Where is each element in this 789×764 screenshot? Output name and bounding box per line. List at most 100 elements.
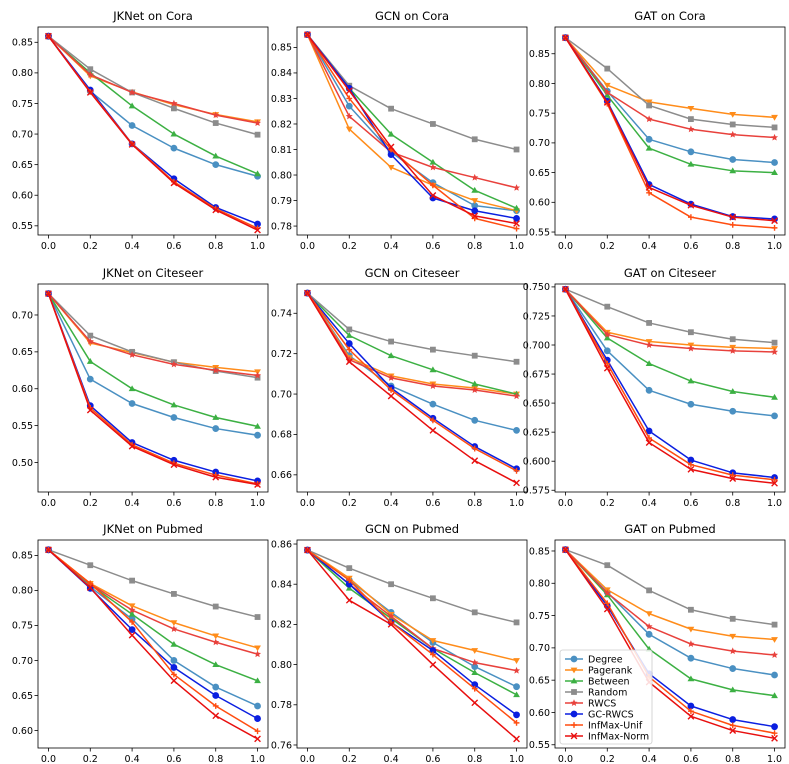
data-point-degree [128, 400, 136, 407]
data-point-infmax-norm [304, 31, 311, 39]
data-point-infmax-norm [170, 677, 178, 685]
subplot-jknet-on-pubmed: JKNet on Pubmed 0.0 0.2 0.4 0.6 0.8 1.0 0.60 0.6… [12, 522, 269, 764]
series-line-degree [306, 34, 517, 212]
data-point-degree [729, 407, 737, 415]
x-tick-label: 0.4 [125, 498, 140, 509]
data-point-between [254, 170, 261, 177]
y-tick-label: 0.80 [529, 79, 550, 90]
series-gc-rwcs [304, 31, 520, 222]
data-point-rwcs [771, 133, 779, 141]
chart-title: JKNet on Cora [112, 9, 193, 23]
data-point-pagerank [345, 126, 353, 133]
x-tick-label: 0.0 [41, 241, 56, 252]
y-tick-label: 0.75 [12, 621, 33, 632]
data-point-between [729, 686, 737, 693]
data-point-infmax-norm [771, 217, 778, 225]
data-point-rwcs [86, 71, 94, 78]
legend-label: Between [588, 676, 630, 687]
data-point-rwcs [645, 622, 653, 630]
series-pagerank [304, 547, 520, 664]
subplot-jknet-on-cora: JKNet on Cora 0.0 0.2 0.4 0.6 0.8 1.0 0.55 0.60 0… [12, 9, 269, 252]
y-tick-label: 0.75 [529, 108, 550, 119]
series-line-between [306, 549, 517, 696]
x-tick-label: 0.0 [41, 754, 56, 764]
plot-frame [554, 539, 786, 749]
y-tick-label: 0.85 [529, 546, 550, 557]
data-point-infmax-norm [429, 427, 437, 434]
data-point-random [212, 120, 219, 126]
legend-label: RWCS [588, 698, 616, 709]
series-infmax-norm [304, 31, 520, 227]
series-line-random [565, 288, 775, 344]
series-line-infmax-norm [564, 288, 775, 485]
data-point-degree [212, 425, 220, 432]
data-point-between [387, 352, 395, 359]
series-line-infmax-norm [564, 549, 775, 740]
data-point-infmax-norm [86, 89, 94, 96]
data-point-degree [513, 683, 520, 691]
x-tick-label: 0.6 [683, 498, 698, 509]
legend-marker [570, 699, 578, 706]
legend-item-degree: Degree [565, 654, 623, 665]
legend-marker [570, 732, 578, 740]
legend-marker [570, 667, 578, 674]
x-tick-label: 0.0 [300, 241, 315, 252]
data-point-infmax-norm [86, 406, 94, 414]
data-point-infmax-unif [254, 728, 261, 735]
data-point-degree [645, 386, 653, 394]
series-line-gc-rwcs [306, 292, 517, 470]
data-point-gc-rwcs [254, 715, 261, 722]
y-tick-label: 0.65 [529, 675, 550, 686]
y-tick-label: 0.65 [12, 347, 33, 358]
series-between [304, 546, 520, 698]
y-tick-label: 0.70 [12, 129, 33, 140]
x-tick-label: 1.0 [767, 754, 782, 764]
series-line-infmax-norm [306, 549, 518, 740]
series-infmax-unif [304, 31, 520, 232]
data-point-between [687, 377, 695, 384]
y-tick-label: 0.70 [12, 310, 33, 321]
series-degree [304, 546, 520, 691]
data-point-infmax-unif [430, 651, 436, 658]
legend-item-infmax-norm: InfMax-Norm [565, 731, 649, 742]
series-line-between [564, 549, 775, 697]
y-tick-label: 0.84 [271, 580, 292, 591]
data-point-infmax-norm [45, 546, 52, 554]
data-point-pagerank [212, 633, 220, 640]
x-tick-label: 0.4 [125, 241, 140, 252]
data-point-infmax-unif [346, 346, 353, 353]
data-point-random [87, 332, 94, 339]
legend-label: Random [588, 687, 627, 698]
y-tick-label: 0.55 [12, 221, 33, 232]
y-tick-label: 0.60 [529, 708, 550, 719]
data-point-rwcs [471, 173, 479, 181]
series-line-between [306, 34, 517, 209]
data-point-infmax-norm [562, 34, 569, 42]
series-line-gc-rwcs [47, 35, 258, 225]
y-tick-label: 0.66 [271, 470, 292, 481]
data-point-infmax-norm [254, 735, 261, 743]
data-point-rwcs [645, 341, 653, 348]
data-point-infmax-norm [387, 621, 395, 628]
data-point-between [771, 692, 778, 699]
data-point-pagerank [771, 637, 778, 643]
legend-box [559, 649, 653, 745]
chart-title: JKNet on Pubmed [102, 522, 203, 536]
data-point-between [345, 584, 353, 591]
legend-marker [570, 710, 578, 718]
legend-item-gc-rwcs: GC-RWCS [565, 709, 634, 720]
subplot-gcn-on-cora: GCN on Cora 0.0 0.2 0.4 0.6 0.8 1.0 0.78 0.79 0.8… [271, 9, 528, 252]
data-point-pagerank [729, 111, 737, 118]
x-tick-label: 0.8 [208, 241, 223, 252]
data-point-random [430, 595, 436, 602]
legend-item-between: Between [565, 676, 630, 687]
series-pagerank [562, 547, 778, 643]
series-gc-rwcs [304, 289, 520, 473]
y-tick-label: 0.65 [529, 168, 550, 179]
series-line-gc-rwcs [564, 288, 775, 479]
data-point-degree [771, 412, 778, 420]
x-tick-label: 0.8 [208, 754, 223, 764]
data-point-rwcs [603, 589, 611, 596]
data-point-degree [645, 630, 653, 638]
